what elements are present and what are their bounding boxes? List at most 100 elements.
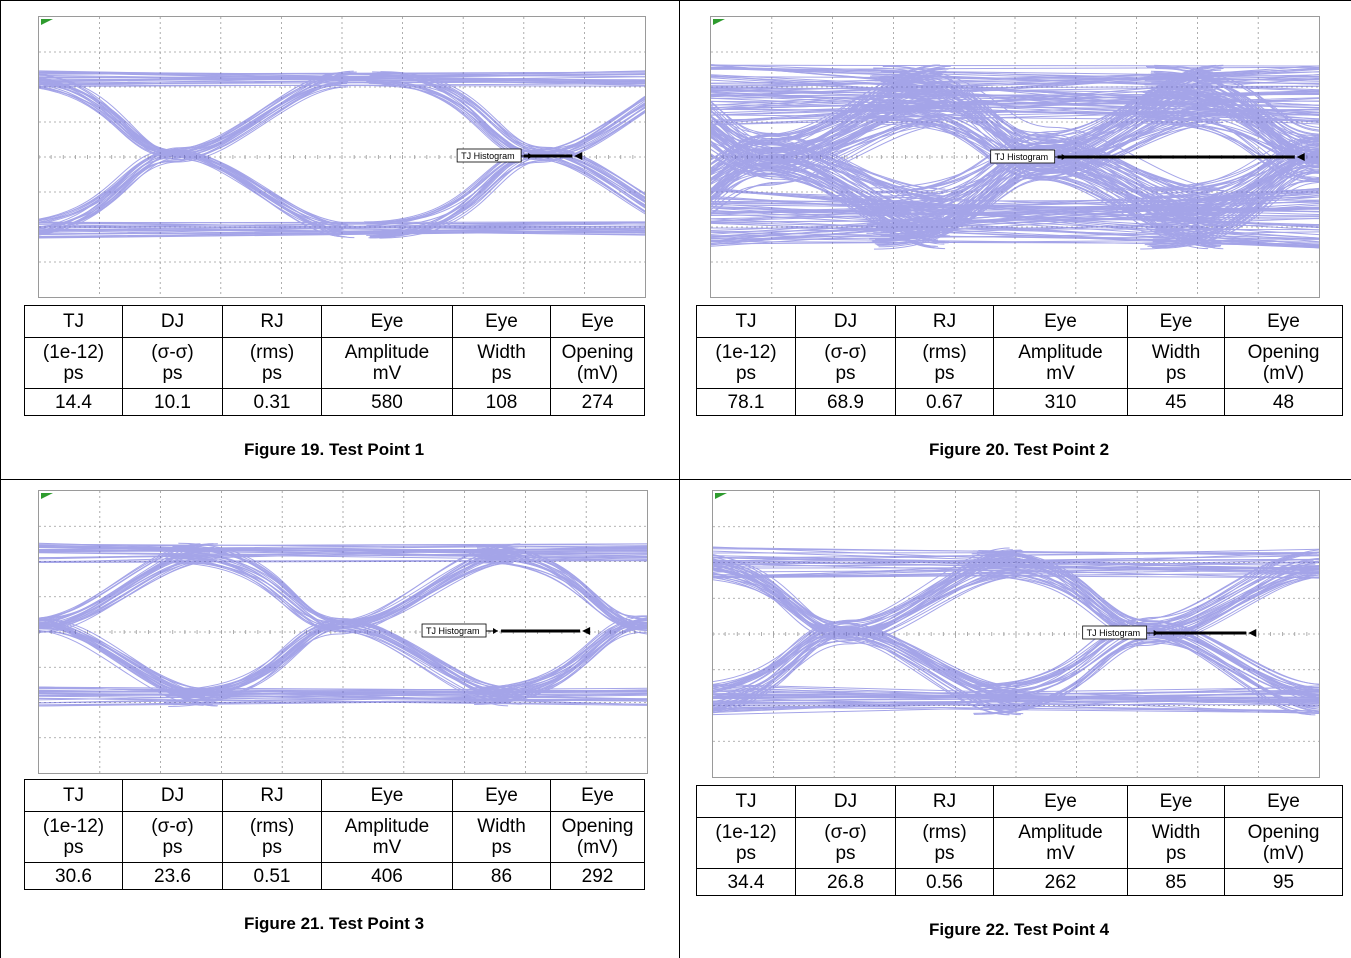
tj-histogram-label: TJ Histogram [426,626,480,636]
unit-tj: (1e-12) ps [696,337,796,389]
value-eye-width: 85 [1127,868,1225,896]
histogram-end-icon [1248,629,1257,637]
value-tj: 14.4 [24,388,123,416]
eye-traces [39,70,645,239]
header-eye-opening: Eye [1224,305,1343,338]
eye-diagram-4: TJ Histogram [712,490,1320,778]
header-tj: TJ [696,785,796,818]
figure-22-caption: Figure 22. Test Point 4 [928,920,1110,939]
eye-traces [711,64,1319,250]
arrow-right-icon [1153,630,1159,636]
measurement-table-1: TJ DJ RJ Eye Eye Eye (1e-12) ps (σ-σ) ps (… [24,305,645,416]
unit-eye-opening: Opening (mV) [1224,817,1343,869]
value-eye-opening: 48 [1224,388,1343,416]
header-tj: TJ [24,305,123,338]
value-dj: 10.1 [122,388,223,416]
channel-marker-icon [41,19,53,25]
header-dj: DJ [122,779,223,812]
header-eye-amp: Eye [993,785,1128,818]
unit-eye-amp: Amplitude mV [321,811,453,863]
frame-center [679,0,680,958]
unit-eye-opening: Opening (mV) [1224,337,1343,389]
measurement-table-4: TJ DJ RJ Eye Eye Eye (1e-12) ps (σ-σ) ps (… [696,785,1343,896]
value-tj: 30.6 [24,862,123,890]
arrow-right-icon [1061,154,1067,160]
value-eye-width: 86 [452,862,551,890]
unit-tj: (1e-12) ps [24,811,123,863]
value-eye-amp: 310 [993,388,1128,416]
unit-rj: (rms) ps [895,817,994,869]
header-eye-amp: Eye [321,305,453,338]
histogram-end-icon [1296,153,1305,161]
header-rj: RJ [222,305,322,338]
unit-eye-width: Width ps [452,337,551,389]
header-eye-width: Eye [1127,785,1225,818]
unit-dj: (σ-σ) ps [795,817,896,869]
histogram-end-icon [574,152,583,160]
unit-eye-width: Width ps [1127,337,1225,389]
eye-diagram-2-plot: TJ Histogram [711,17,1319,297]
header-tj: TJ [696,305,796,338]
eye-diagram-3-plot: TJ Histogram [39,491,647,773]
channel-marker-icon [713,19,725,25]
unit-dj: (σ-σ) ps [122,811,223,863]
eye-diagram-4-plot: TJ Histogram [713,491,1319,777]
tj-histogram-label-box [990,149,1056,164]
unit-tj: (1e-12) ps [696,817,796,869]
unit-eye-width: Width ps [452,811,551,863]
arrow-right-icon [528,153,534,159]
eye-diagram-1: TJ Histogram [38,16,646,298]
figure-21-caption: Figure 21. Test Point 3 [243,914,425,933]
unit-dj: (σ-σ) ps [122,337,223,389]
figure-19-caption: Figure 19. Test Point 1 [243,440,425,459]
value-rj: 0.31 [222,388,322,416]
value-eye-width: 108 [452,388,551,416]
value-eye-opening: 95 [1224,868,1343,896]
frame-left [0,0,1,958]
eye-diagram-3: TJ Histogram [38,490,648,774]
measurement-table-3: TJ DJ RJ Eye Eye Eye (1e-12) ps (σ-σ) ps (… [24,779,645,890]
unit-eye-amp: Amplitude mV [321,337,453,389]
value-dj: 23.6 [122,862,223,890]
header-eye-amp: Eye [321,779,453,812]
unit-tj: (1e-12) ps [24,337,123,389]
histogram-end-icon [582,627,591,635]
eye-diagram-1-plot: TJ Histogram [39,17,645,297]
value-rj: 0.51 [222,862,322,890]
header-eye-width: Eye [452,779,551,812]
unit-rj: (rms) ps [222,811,322,863]
frame-top [0,0,1351,1]
header-eye-opening: Eye [550,305,645,338]
unit-rj: (rms) ps [222,337,322,389]
tj-histogram-label: TJ Histogram [995,152,1049,162]
value-eye-opening: 274 [550,388,645,416]
header-eye-amp: Eye [993,305,1128,338]
eye-diagram-2: TJ Histogram [710,16,1320,298]
header-eye-width: Eye [1127,305,1225,338]
unit-eye-amp: Amplitude mV [993,337,1128,389]
frame-middle [0,479,1351,480]
value-dj: 68.9 [795,388,896,416]
header-dj: DJ [795,785,896,818]
header-tj: TJ [24,779,123,812]
unit-eye-opening: Opening (mV) [550,811,645,863]
arrow-right-icon [493,628,499,634]
header-rj: RJ [895,305,994,338]
eye-traces [39,542,647,707]
value-dj: 26.8 [795,868,896,896]
header-dj: DJ [122,305,223,338]
value-rj: 0.56 [895,868,994,896]
channel-marker-icon [715,493,727,499]
value-eye-amp: 580 [321,388,453,416]
value-eye-amp: 406 [321,862,453,890]
unit-rj: (rms) ps [895,337,994,389]
unit-dj: (σ-σ) ps [795,337,896,389]
eye-traces [713,546,1319,716]
value-tj: 78.1 [696,388,796,416]
value-eye-width: 45 [1127,388,1225,416]
value-eye-amp: 262 [993,868,1128,896]
unit-eye-opening: Opening (mV) [550,337,645,389]
value-rj: 0.67 [895,388,994,416]
value-tj: 34.4 [696,868,796,896]
measurement-table-2: TJ DJ RJ Eye Eye Eye (1e-12) ps (σ-σ) ps (… [696,305,1343,416]
